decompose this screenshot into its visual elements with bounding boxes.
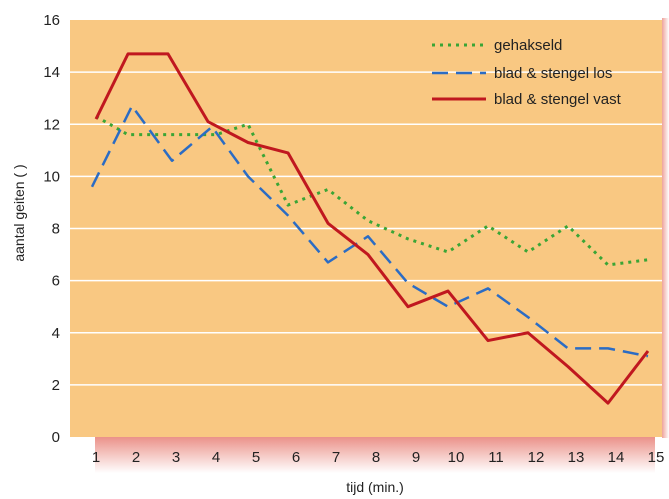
gridlines [70, 71, 662, 386]
y-tick-label: 12 [43, 116, 60, 133]
x-tick-label: 6 [292, 449, 300, 466]
x-tick-label: 7 [332, 449, 340, 466]
frame-shadow-bottom [95, 437, 655, 473]
y-tick-label: 16 [43, 12, 60, 29]
y-tick-label: 8 [52, 221, 60, 238]
legend-label: gehakseld [494, 37, 562, 54]
x-tick-label: 12 [528, 449, 545, 466]
x-tick-label: 15 [648, 449, 665, 466]
y-tick-label: 14 [43, 64, 60, 81]
x-tick-label: 1 [92, 449, 100, 466]
y-tick-label: 4 [52, 325, 60, 342]
x-tick-label: 14 [608, 449, 625, 466]
series-line-2 [90, 104, 649, 358]
x-axis-title: tijd (min.) [346, 479, 404, 495]
y-tick-label: 6 [52, 273, 60, 290]
x-tick-label: 2 [132, 449, 140, 466]
x-tick-label: 4 [212, 449, 220, 466]
x-tick-label: 9 [412, 449, 420, 466]
y-tick-label: 10 [43, 168, 60, 185]
legend-label: blad & stengel vast [494, 91, 622, 108]
series-line-1 [95, 115, 649, 267]
x-tick-label: 11 [488, 449, 504, 466]
x-tick-label: 13 [568, 449, 585, 466]
legend-label: blad & stengel los [494, 65, 612, 82]
y-tick-label: 2 [52, 377, 60, 394]
x-tick-label: 5 [252, 449, 260, 466]
x-tick-label: 3 [172, 449, 180, 466]
x-tick-labels: 1 2 3 4 5 6 7 8 9 10 11 12 13 14 15 [92, 449, 665, 466]
y-tick-labels: 0 2 4 6 8 10 12 14 16 [43, 12, 60, 446]
x-tick-label: 8 [372, 449, 380, 466]
frame-shadow-right [662, 18, 669, 438]
series-line-3 [94, 52, 650, 405]
series-lines [90, 52, 650, 405]
legend: gehakseld blad & stengel los blad & stenge… [432, 37, 622, 108]
y-axis-title: aantal geiten ( ) [11, 164, 27, 261]
x-tick-label: 10 [448, 449, 465, 466]
y-tick-label: 0 [52, 429, 60, 446]
